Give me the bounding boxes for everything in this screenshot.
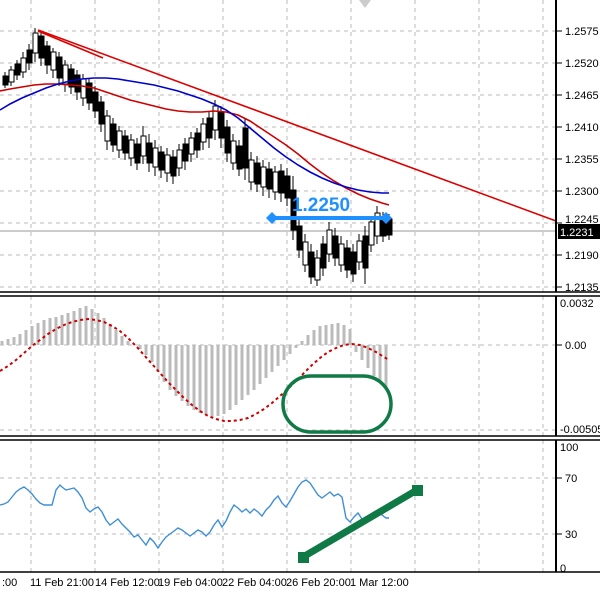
time-tick-2: 14 Feb 12:00 xyxy=(95,577,160,589)
macd-signal-line xyxy=(0,317,390,422)
time-tick-0: :00 xyxy=(2,577,17,589)
rsi-tick-2: 30 xyxy=(565,529,577,541)
rsi-tick-3: 0 xyxy=(560,563,566,575)
current-price-value: 1.2231 xyxy=(560,227,594,239)
price-tick-1: 1.2520 xyxy=(565,58,599,70)
time-tick-4: 22 Feb 04:00 xyxy=(222,577,287,589)
price-tick-8: 1.2135 xyxy=(565,282,599,294)
time-tick-6: 1 Mar 12:00 xyxy=(350,577,409,589)
time-tick-3: 19 Feb 04:00 xyxy=(158,577,223,589)
price-tick-4: 1.2355 xyxy=(565,154,599,166)
price-tick-5: 1.2300 xyxy=(565,186,599,198)
price-tick-7: 1.2190 xyxy=(565,250,599,262)
micro-trendline xyxy=(37,30,104,59)
rsi-tick-1: 70 xyxy=(565,473,577,485)
time-tick-1: 11 Feb 21:00 xyxy=(30,577,94,589)
rsi-line xyxy=(0,479,389,550)
macd-axis-labels: 0.0032 0.00 -0.00505 xyxy=(560,298,600,436)
ma-slow-line xyxy=(0,77,389,194)
support-handle-left[interactable] xyxy=(266,212,278,224)
price-axis-labels: 1.2575 1.2520 1.2465 1.2410 1.2355 1.230… xyxy=(565,26,599,294)
panel-divider-2 xyxy=(0,435,600,441)
current-price-tag: 1.2231 xyxy=(558,224,600,239)
rsi-axis-labels: 100 70 30 0 xyxy=(560,442,578,575)
macd-tick-2: -0.00505 xyxy=(560,424,600,436)
rsi-trend-handle-start[interactable] xyxy=(298,552,309,563)
time-tick-5: 26 Feb 20:00 xyxy=(286,577,351,589)
rsi-tick-0: 100 xyxy=(560,442,578,454)
rsi-trend-handle-end[interactable] xyxy=(412,485,423,496)
price-axis-ticks xyxy=(556,30,562,288)
price-tick-0: 1.2575 xyxy=(565,26,599,38)
support-handle-right[interactable] xyxy=(380,212,392,224)
macd-tick-1: 0.00 xyxy=(565,340,586,352)
support-level-label: 1.2250 xyxy=(292,195,350,216)
price-tick-3: 1.2410 xyxy=(565,122,599,134)
crosshair-marker-icon xyxy=(359,0,371,8)
macd-histogram xyxy=(0,306,388,417)
price-tick-6: 1.2245 xyxy=(565,214,599,226)
candlestick-series xyxy=(2,28,393,286)
rsi-trendline-annotation[interactable] xyxy=(298,485,423,563)
price-tick-2: 1.2465 xyxy=(565,90,599,102)
macd-highlight-ellipse[interactable] xyxy=(281,374,393,434)
rsi-panel xyxy=(0,477,556,563)
downtrend-line xyxy=(37,29,557,222)
rsi-axis-ticks xyxy=(556,477,562,535)
panel-divider-1 xyxy=(0,291,600,297)
time-axis-labels: :00 11 Feb 21:00 14 Feb 12:00 19 Feb 04:… xyxy=(2,577,409,589)
macd-panel xyxy=(0,306,556,434)
macd-tick-0: 0.0032 xyxy=(560,298,594,310)
support-level-annotation[interactable]: 1.2250 xyxy=(266,195,392,224)
ma-fast-line xyxy=(0,83,390,206)
